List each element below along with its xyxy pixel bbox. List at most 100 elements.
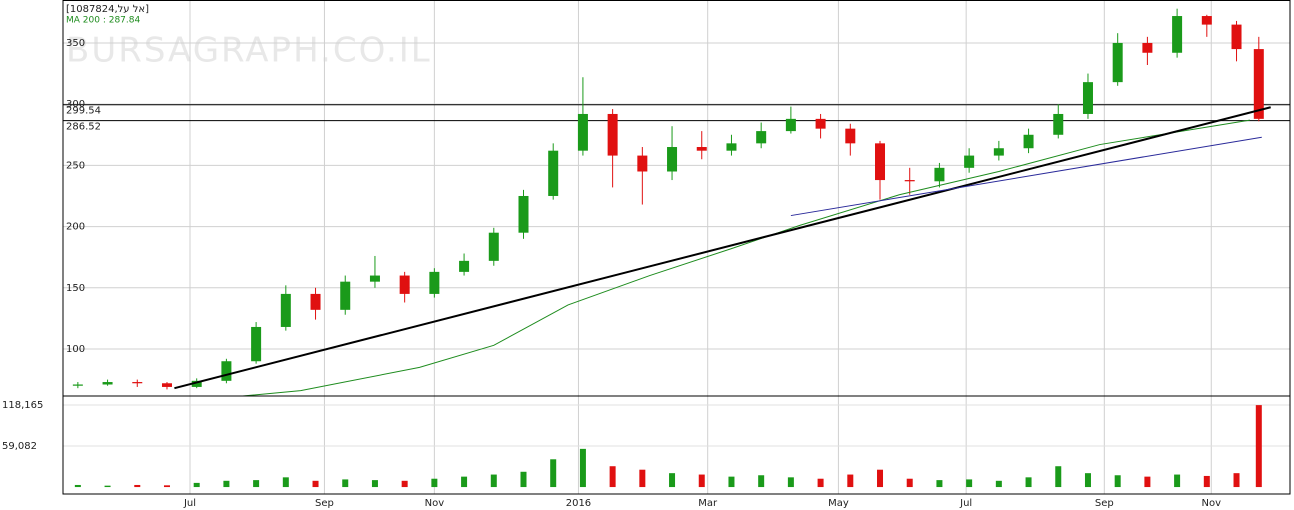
volume-bar	[995, 480, 1002, 488]
candle-body	[488, 232, 499, 261]
candle-body	[756, 131, 767, 144]
volume-bar	[342, 479, 349, 488]
volume-bar	[1233, 473, 1240, 488]
candle-body	[964, 155, 975, 168]
volume-bar	[550, 459, 557, 488]
candle-body	[934, 167, 945, 182]
x-tick-label: Sep	[315, 498, 334, 509]
candle-body	[904, 180, 915, 182]
volume-bar	[1114, 475, 1121, 488]
watermark: BURSAGRAPH.CO.IL	[66, 31, 432, 71]
volume-bar	[104, 485, 111, 488]
volume-tick-label: 59,082	[2, 441, 37, 452]
volume-bar	[1025, 477, 1032, 488]
candle-body	[1253, 49, 1264, 119]
volume-bar	[669, 473, 676, 488]
y-tick-label: 350	[66, 38, 85, 49]
candle-body	[310, 293, 321, 310]
frame	[62, 0, 1291, 495]
volume-bar	[490, 474, 497, 488]
x-tick-label: 2016	[566, 498, 591, 509]
y-tick-label: 150	[66, 283, 85, 294]
volume-bar	[312, 480, 319, 488]
volume-bar	[401, 480, 408, 488]
moving-average	[237, 119, 1250, 396]
volume-bar	[1055, 466, 1062, 488]
volume-bar	[728, 476, 735, 488]
volume-bar	[966, 479, 973, 488]
candle-body	[1142, 42, 1153, 53]
volume-bar	[1174, 474, 1181, 488]
candle-body	[1112, 42, 1123, 83]
volume-bar	[431, 478, 438, 488]
candle-body	[1082, 82, 1093, 114]
volume-bar	[282, 477, 289, 488]
x-tick-label: Jul	[959, 498, 972, 509]
y-tick-label: 250	[66, 160, 85, 171]
candle-body	[1201, 16, 1212, 25]
x-tick-label: Nov	[1202, 498, 1222, 509]
volume-bar	[1203, 475, 1210, 488]
candle-body	[993, 148, 1004, 156]
volume-bar	[787, 477, 794, 488]
candle-body	[607, 113, 618, 156]
candle-body	[72, 384, 83, 386]
candle-body	[132, 382, 143, 384]
candle-body	[161, 383, 172, 387]
trendline	[790, 136, 1262, 217]
candle-body	[102, 382, 113, 385]
volume-bar	[371, 480, 378, 488]
chart-title: [1087824,אל על]	[66, 4, 149, 15]
x-tick-label: Sep	[1095, 498, 1114, 509]
candle-body	[845, 128, 856, 144]
candle-body	[369, 275, 380, 282]
candle-body	[548, 150, 559, 196]
volume-bar	[163, 485, 170, 488]
volume-bar	[639, 469, 646, 488]
volume-bar	[698, 474, 705, 488]
candle-body	[1172, 16, 1183, 53]
volume-bar	[847, 474, 854, 488]
volume-bar	[1144, 476, 1151, 488]
candle-body	[340, 281, 351, 310]
candle-body	[221, 361, 232, 381]
x-tick-label: Nov	[425, 498, 445, 509]
candle-body	[191, 380, 202, 387]
volume-bar	[193, 482, 200, 488]
volume-bar	[906, 478, 913, 488]
x-tick-label: Mar	[698, 498, 718, 509]
ma-legend: MA 200 : 287.84	[66, 16, 140, 26]
level-label: 299.54	[66, 106, 101, 117]
candle-body	[815, 118, 826, 129]
candle-body	[577, 113, 588, 151]
candle-body	[459, 260, 470, 272]
volume-bar	[609, 466, 616, 488]
x-tick-label: May	[828, 498, 849, 509]
candle-body	[1053, 113, 1064, 135]
volume-bar	[877, 469, 884, 488]
volume-bar	[520, 471, 527, 488]
candle-body	[637, 155, 648, 172]
candle-body	[518, 195, 529, 233]
volume-bar	[134, 484, 141, 488]
volume-bar	[253, 480, 260, 488]
volume-bar	[758, 475, 765, 488]
volume-bar	[579, 448, 586, 488]
volume-bar	[817, 478, 824, 488]
volume-bar	[223, 480, 230, 488]
volume-bar	[1084, 473, 1091, 488]
volume-bar	[936, 480, 943, 488]
x-tick-label: Jul	[183, 498, 196, 509]
candle-body	[875, 143, 886, 181]
candle-body	[399, 275, 410, 294]
candle-body	[667, 147, 678, 172]
candle-body	[280, 293, 291, 327]
candle-body	[785, 118, 796, 132]
trendline	[174, 106, 1271, 390]
y-tick-label: 300	[66, 99, 85, 110]
volume-tick-label: 118,165	[2, 400, 43, 411]
candle-body	[1231, 24, 1242, 50]
candle-body	[726, 143, 737, 151]
